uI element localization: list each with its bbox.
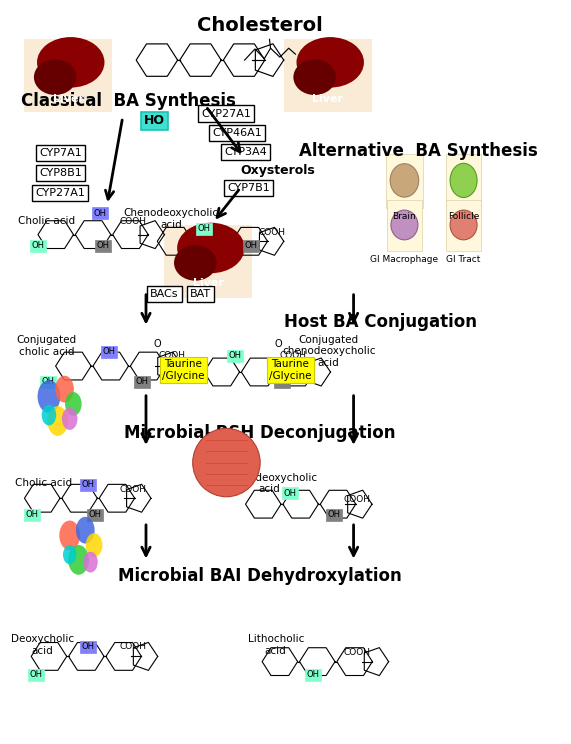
Ellipse shape <box>391 210 418 240</box>
Text: OH: OH <box>135 377 148 386</box>
Text: OH: OH <box>30 670 42 679</box>
Circle shape <box>63 545 77 565</box>
Text: GI Tract: GI Tract <box>205 432 248 442</box>
Text: OH: OH <box>244 241 258 250</box>
Text: Microbial BAI Dehydroxylation: Microbial BAI Dehydroxylation <box>118 567 402 586</box>
Text: Liver: Liver <box>53 94 84 103</box>
Text: Deoxycholic
acid: Deoxycholic acid <box>11 635 74 656</box>
Ellipse shape <box>296 37 364 88</box>
Bar <box>446 154 481 208</box>
Ellipse shape <box>34 60 77 95</box>
Text: CYP7A1: CYP7A1 <box>39 148 82 158</box>
Text: BAT: BAT <box>190 289 211 299</box>
Text: Alternative  BA Synthesis: Alternative BA Synthesis <box>299 141 538 160</box>
Circle shape <box>59 521 80 551</box>
Circle shape <box>47 406 68 436</box>
Circle shape <box>55 376 74 403</box>
Circle shape <box>38 380 61 413</box>
Ellipse shape <box>177 222 244 273</box>
Bar <box>446 200 481 251</box>
Text: Oxysterols: Oxysterols <box>240 164 315 176</box>
Text: OH: OH <box>229 351 242 360</box>
Bar <box>386 154 423 208</box>
Text: Conjugated
cholic acid: Conjugated cholic acid <box>17 336 77 357</box>
Text: Liver: Liver <box>312 94 343 103</box>
Bar <box>164 225 252 298</box>
Text: COOH: COOH <box>119 485 146 494</box>
Text: OH: OH <box>198 224 211 233</box>
Text: Classical  BA Synthesis: Classical BA Synthesis <box>22 92 236 110</box>
Text: OH: OH <box>97 241 110 250</box>
Text: O: O <box>154 339 161 349</box>
Text: COOH: COOH <box>343 496 370 504</box>
Bar <box>387 200 422 251</box>
Text: COOH: COOH <box>258 228 285 237</box>
Text: COOH: COOH <box>119 217 146 226</box>
Text: COOH: COOH <box>159 351 186 360</box>
Text: Cholesterol: Cholesterol <box>198 16 323 36</box>
Ellipse shape <box>192 429 260 497</box>
Text: OH: OH <box>42 377 55 386</box>
Ellipse shape <box>450 164 477 197</box>
Bar <box>24 39 112 112</box>
Ellipse shape <box>293 60 336 95</box>
Text: OH: OH <box>82 642 94 651</box>
Text: O: O <box>275 339 282 349</box>
Text: GI Tract: GI Tract <box>447 254 481 263</box>
Text: OH: OH <box>94 208 107 217</box>
Text: CYP7B1: CYP7B1 <box>227 183 270 193</box>
Text: CYP8B1: CYP8B1 <box>39 168 82 178</box>
Text: BACs: BACs <box>150 289 178 299</box>
Text: Brain: Brain <box>392 212 416 221</box>
Text: Chenodeoxycholic
acid: Chenodeoxycholic acid <box>222 472 317 494</box>
Text: OH: OH <box>307 670 320 679</box>
Text: OH: OH <box>284 489 297 498</box>
Circle shape <box>76 517 95 544</box>
Bar <box>284 39 372 112</box>
Text: CYP46A1: CYP46A1 <box>212 128 262 138</box>
Text: OH: OH <box>102 347 115 356</box>
Circle shape <box>62 408 78 430</box>
Circle shape <box>68 545 89 574</box>
Text: COOH: COOH <box>343 648 370 657</box>
Circle shape <box>86 533 102 557</box>
Text: Conjugated
chenodeoxycholic
acid: Conjugated chenodeoxycholic acid <box>282 335 375 368</box>
Text: Cholic acid: Cholic acid <box>15 478 72 488</box>
Ellipse shape <box>390 164 419 197</box>
Text: Taurine
/Glycine: Taurine /Glycine <box>269 359 312 381</box>
Text: OH: OH <box>31 241 45 250</box>
Text: Lithocholic
acid: Lithocholic acid <box>248 635 304 656</box>
Text: Taurine
/Glycine: Taurine /Glycine <box>162 359 204 381</box>
Text: CYP27A1: CYP27A1 <box>35 188 85 198</box>
Circle shape <box>83 552 98 572</box>
Text: Chenodeoxycholic
acid: Chenodeoxycholic acid <box>123 208 219 230</box>
Text: COOH: COOH <box>280 351 307 360</box>
Text: Follicle: Follicle <box>448 212 479 221</box>
Text: Host BA Conjugation: Host BA Conjugation <box>284 312 477 330</box>
Circle shape <box>65 392 82 416</box>
Text: OH: OH <box>327 510 340 519</box>
Text: OH: OH <box>25 510 38 519</box>
Text: HO: HO <box>144 115 165 127</box>
Text: CYP3A4: CYP3A4 <box>224 147 267 157</box>
Text: COOH: COOH <box>119 642 146 651</box>
Text: Liver: Liver <box>193 278 224 288</box>
Text: OH: OH <box>89 510 102 519</box>
Text: GI Macrophage: GI Macrophage <box>371 254 439 263</box>
Circle shape <box>42 405 56 426</box>
Text: CYP27A1: CYP27A1 <box>202 109 251 118</box>
Text: OH: OH <box>82 481 94 490</box>
Text: OH: OH <box>275 377 288 386</box>
Text: Microbial BSH Deconjugation: Microbial BSH Deconjugation <box>124 424 396 442</box>
Ellipse shape <box>37 37 104 88</box>
Text: Cholic acid: Cholic acid <box>18 217 75 226</box>
Ellipse shape <box>450 210 477 240</box>
Ellipse shape <box>174 245 216 280</box>
